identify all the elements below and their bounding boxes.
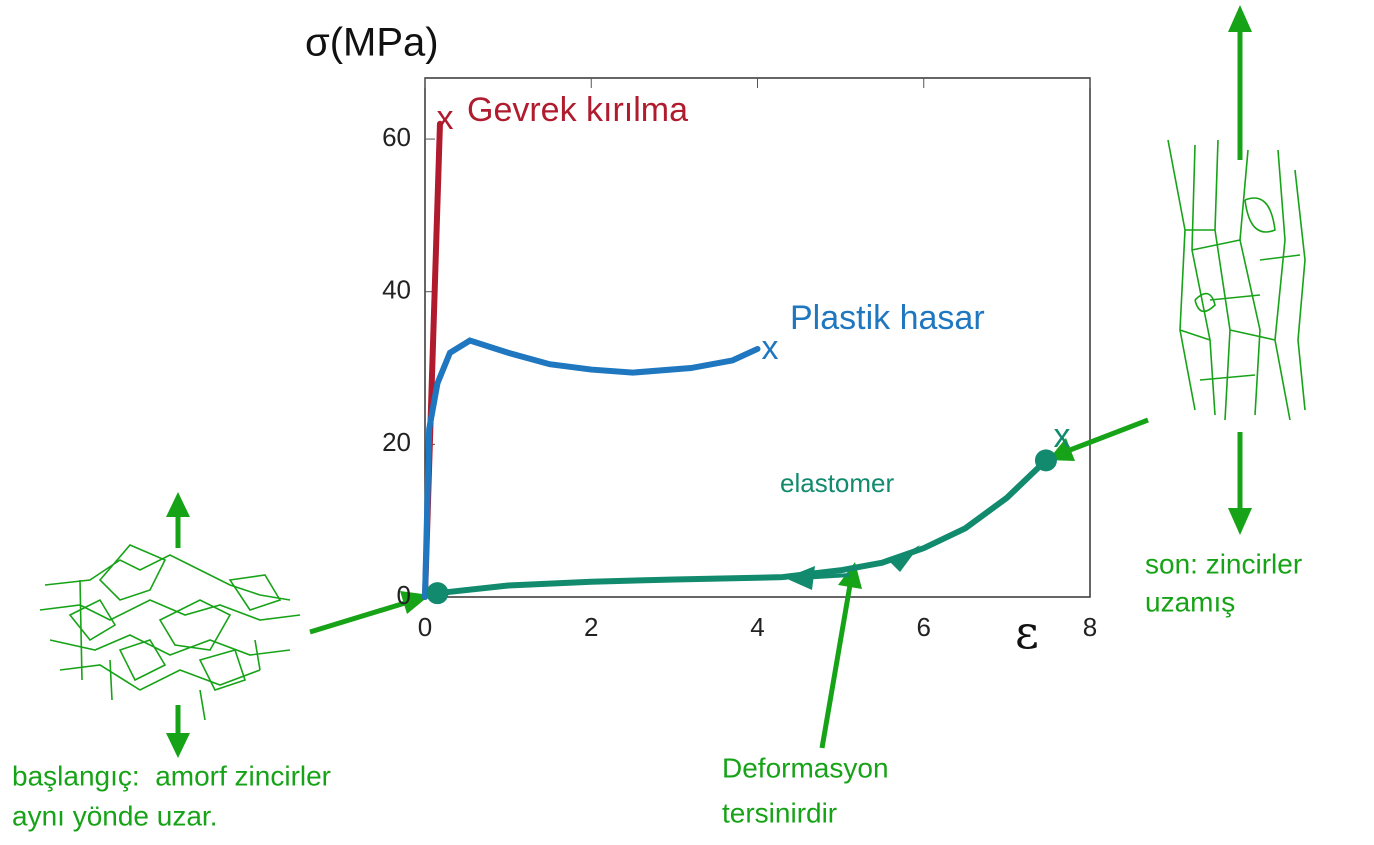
series-line [422,337,761,600]
series-line [434,457,1049,597]
direction-arrow [785,566,815,590]
x-tick-label: 8 [1083,612,1097,642]
series-label: Plastik hasar [790,299,985,337]
x-axis-label: ε [1015,605,1039,659]
y-tick-label: 0 [397,580,411,610]
x-tick-label: 6 [917,612,931,642]
annotation: aynı yönde uzar. [12,800,217,831]
arrows [166,5,1252,758]
failure-marker: x [1054,417,1071,455]
y-tick-label: 20 [382,427,411,457]
state-dot [426,582,449,605]
y-tick-label: 40 [382,275,411,305]
series-label: elastomer [780,468,894,498]
right-sketch [1167,139,1306,421]
x-tick-label: 4 [750,612,764,642]
annotation: son: zincirler [1145,548,1302,579]
state-dot [1034,449,1057,472]
annotation: uzamış [1145,586,1235,617]
failure-marker: x [437,99,454,137]
y-tick-label: 60 [382,122,411,152]
annotation: Deformasyon [722,752,889,783]
direction-arrow [890,545,920,572]
annotation: başlangıç: amorf zincirler [12,760,331,791]
plot-frame [424,77,1091,598]
left-sketch [39,544,301,721]
x-tick-label: 0 [418,612,432,642]
annotation: tersinirdir [722,797,837,828]
series-label: Gevrek kırılma [467,91,688,129]
x-tick-label: 2 [584,612,598,642]
y-axis-label: σ(MPa) [305,21,439,65]
failure-marker: x [762,329,779,367]
